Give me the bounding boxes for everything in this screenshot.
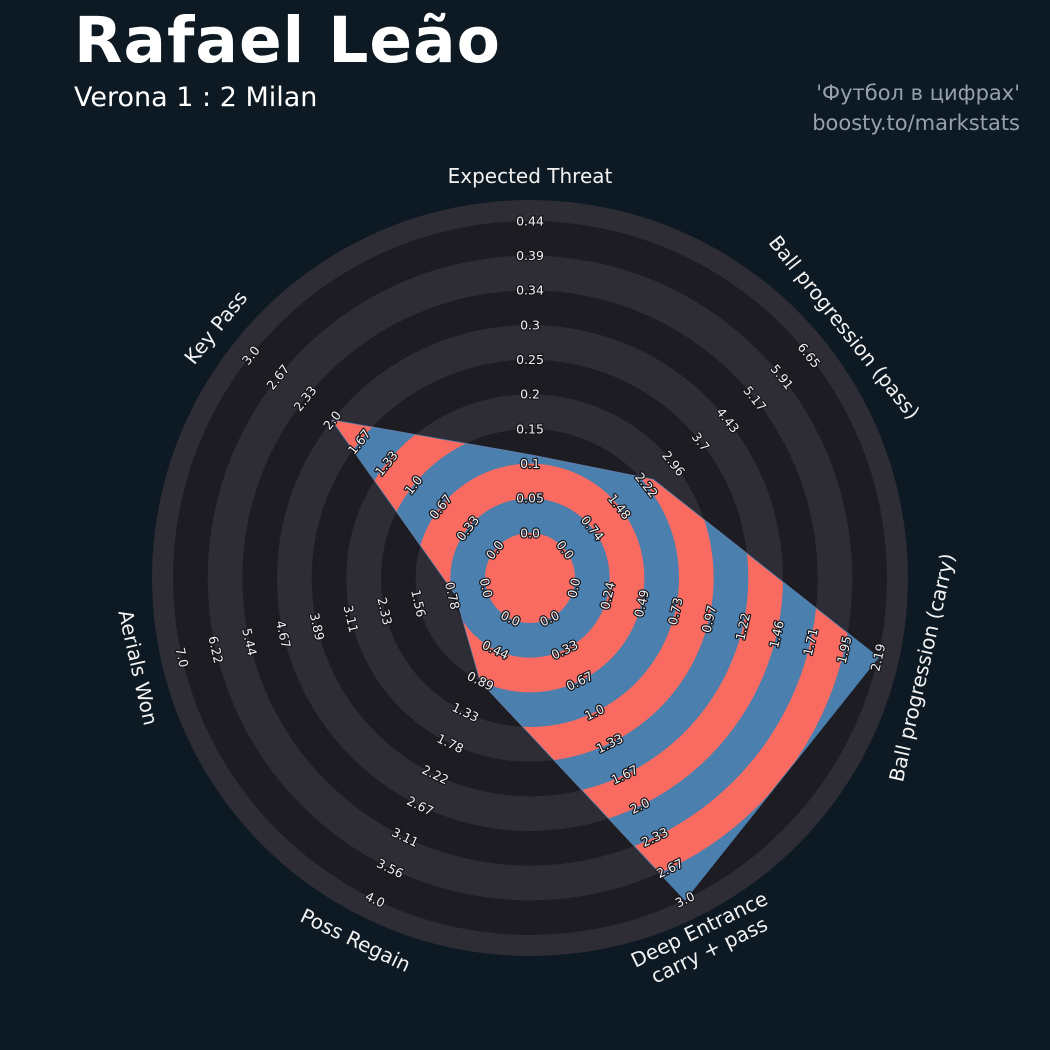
tick-label: 0.0 [477,577,496,600]
tick-label: 0.2 [520,387,540,402]
tick-label: 3.11 [341,604,362,634]
watermark: 'Футбол в цифрах' boosty.to/markstats [812,78,1020,139]
match-score-subtitle: Verona 1 : 2 Milan [74,82,318,114]
tick-label: 2.19 [867,642,888,673]
tick-label: 5.44 [239,627,260,658]
tick-label: 0.0 [564,577,583,600]
tick-label: 1.71 [800,627,821,657]
tick-label: 0.78 [442,580,463,611]
tick-label: 0.97 [699,604,720,634]
watermark-brand: 'Футбол в цифрах' [816,81,1020,105]
tick-label: 1.56 [408,588,429,619]
tick-label: 0.15 [516,421,544,436]
watermark-link: boosty.to/markstats [812,111,1020,136]
header: Rafael Leão Verona 1 : 2 Milan [74,4,501,114]
tick-label: 0.73 [665,596,686,626]
player-name-title: Rafael Leão [74,4,501,77]
tick-label: 0.1 [520,456,540,471]
tick-label: 1.22 [732,611,753,641]
tick-label: 0.34 [516,283,544,298]
tick-label: 2.33 [374,596,395,626]
axis-label-expected-threat: Expected Threat [448,164,613,188]
tick-label: 0.24 [597,580,618,611]
tick-label: 0.39 [516,248,544,263]
tick-label: 0.05 [516,491,544,506]
tick-label: 1.95 [834,634,855,664]
tick-label: 4.67 [273,619,294,649]
tick-label: 3.89 [307,611,328,642]
tick-label: 0.49 [631,588,652,619]
tick-label: 0.44 [516,213,544,228]
tick-label: 0.3 [520,317,540,332]
radar-inner-ring [485,533,575,623]
tick-label: 0.0 [520,525,540,540]
tick-label: 6.22 [205,634,226,664]
tick-label: 0.25 [516,352,544,367]
tick-label: 1.46 [766,619,787,650]
tick-label: 7.0 [173,646,192,669]
